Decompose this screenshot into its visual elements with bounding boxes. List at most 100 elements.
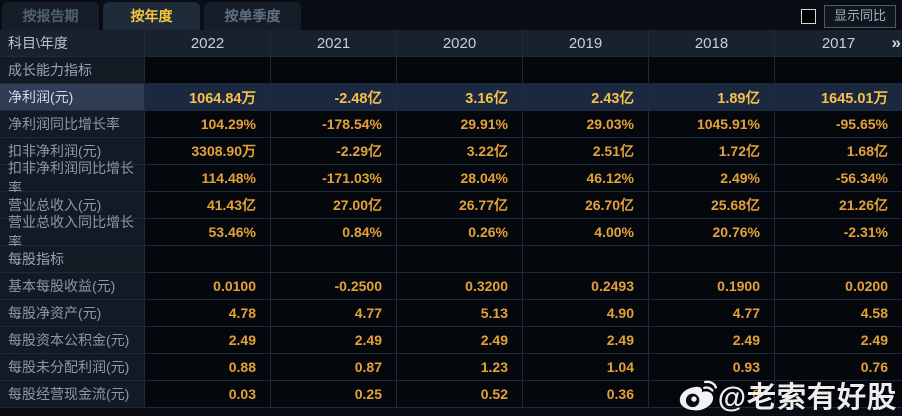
value-cell — [775, 381, 902, 407]
value-cell: 1.68亿 — [775, 138, 902, 164]
value-cell — [775, 57, 902, 83]
value-cell: 4.77 — [649, 300, 775, 326]
value-cell: 27.00亿 — [271, 192, 397, 218]
table-row[interactable]: 扣非净利润同比增长率 114.48% -171.03% 28.04% 46.12% 2.4… — [0, 160, 902, 196]
row-label: 扣非净利润同比增长率 — [0, 160, 145, 196]
value-cell — [775, 246, 902, 272]
value-cell: -2.48亿 — [271, 84, 397, 110]
value-cell: -56.34% — [775, 165, 902, 191]
year-header-2020: 2020 — [397, 30, 523, 56]
value-cell: 2.49 — [397, 327, 523, 353]
tab-1[interactable]: 按年度 — [103, 2, 200, 30]
year-header-2017: 2017» — [775, 30, 902, 56]
value-cell: 53.46% — [145, 219, 271, 245]
row-label: 营业总收入同比增长率 — [0, 214, 145, 250]
table-row[interactable]: 基本每股收益(元) 0.0100 -0.2500 0.3200 0.2493 0.1900… — [0, 273, 902, 300]
value-cell: 0.3200 — [397, 273, 523, 299]
value-cell: 0.36 — [523, 381, 649, 407]
value-cell: 29.03% — [523, 111, 649, 137]
value-cell: 5.13 — [397, 300, 523, 326]
value-cell: -178.54% — [271, 111, 397, 137]
value-cell: 21.26亿 — [775, 192, 902, 218]
value-cell — [649, 57, 775, 83]
value-cell: 1.23 — [397, 354, 523, 380]
value-cell: -0.2500 — [271, 273, 397, 299]
value-cell: -95.65% — [775, 111, 902, 137]
value-cell: 0.87 — [271, 354, 397, 380]
row-label: 净利润同比增长率 — [0, 111, 145, 137]
value-cell: 2.43亿 — [523, 84, 649, 110]
section-row: 成长能力指标 — [0, 57, 902, 84]
value-cell — [271, 57, 397, 83]
value-cell: 1645.01万 — [775, 84, 902, 110]
table-row[interactable]: 扣非净利润(元) 3308.90万 -2.29亿 3.22亿 2.51亿 1.72亿 1.6… — [0, 138, 902, 165]
section-row: 每股指标 — [0, 246, 902, 273]
topright-controls: 显示同比 — [800, 4, 896, 28]
row-label: 扣非净利润(元) — [0, 138, 145, 164]
value-cell: 25.68亿 — [649, 192, 775, 218]
value-cell: 26.77亿 — [397, 192, 523, 218]
year-header-2019: 2019 — [523, 30, 649, 56]
table-row[interactable]: 每股资本公积金(元) 2.49 2.49 2.49 2.49 2.49 2.49 — [0, 327, 902, 354]
value-cell: 2.51亿 — [523, 138, 649, 164]
value-cell: 0.93 — [649, 354, 775, 380]
period-tabbar: 按报告期 按年度 按单季度 — [0, 0, 902, 30]
value-cell: 3.16亿 — [397, 84, 523, 110]
value-cell: 2.49 — [523, 327, 649, 353]
year-header-2021: 2021 — [271, 30, 397, 56]
value-cell: 104.29% — [145, 111, 271, 137]
value-cell: 0.52 — [397, 381, 523, 407]
table-row[interactable]: 净利润(元) 1064.84万 -2.48亿 3.16亿 2.43亿 1.89亿 1645.… — [0, 84, 902, 111]
value-cell — [649, 246, 775, 272]
value-cell — [523, 246, 649, 272]
row-label: 每股指标 — [0, 246, 145, 272]
value-cell: 28.04% — [397, 165, 523, 191]
show-yoy-checkbox[interactable] — [800, 8, 816, 24]
value-cell: 1.72亿 — [649, 138, 775, 164]
tab-2[interactable]: 按单季度 — [204, 2, 301, 30]
value-cell: 2.49 — [775, 327, 902, 353]
table-row[interactable]: 每股经营现金流(元) 0.03 0.25 0.52 0.36 0 — [0, 381, 902, 408]
row-label: 基本每股收益(元) — [0, 273, 145, 299]
row-label: 营业总收入(元) — [0, 192, 145, 218]
value-cell: 0.03 — [145, 381, 271, 407]
value-cell: 3308.90万 — [145, 138, 271, 164]
table-row[interactable]: 营业总收入同比增长率 53.46% 0.84% 0.26% 4.00% 20.76% -2.… — [0, 214, 902, 250]
table-row[interactable]: 每股未分配利润(元) 0.88 0.87 1.23 1.04 0.93 0.76 — [0, 354, 902, 381]
value-cell — [145, 57, 271, 83]
value-cell: 20.76% — [649, 219, 775, 245]
value-cell: 0.1900 — [649, 273, 775, 299]
corner-header-cell: 科目\年度 — [0, 30, 145, 56]
value-cell — [397, 57, 523, 83]
tab-0[interactable]: 按报告期 — [2, 2, 99, 30]
value-cell: 0.2493 — [523, 273, 649, 299]
value-cell: 4.78 — [145, 300, 271, 326]
table-row[interactable]: 营业总收入(元) 41.43亿 27.00亿 26.77亿 26.70亿 25.68亿 21… — [0, 192, 902, 219]
value-cell: 2.49 — [145, 327, 271, 353]
table-row[interactable]: 净利润同比增长率 104.29% -178.54% 29.91% 29.03% 1045.… — [0, 111, 902, 138]
row-label: 每股净资产(元) — [0, 300, 145, 326]
value-cell: 1.04 — [523, 354, 649, 380]
year-header-2018: 2018 — [649, 30, 775, 56]
value-cell: 4.00% — [523, 219, 649, 245]
value-cell: 0.88 — [145, 354, 271, 380]
value-cell: 26.70亿 — [523, 192, 649, 218]
value-cell: 4.58 — [775, 300, 902, 326]
value-cell: 0 — [649, 381, 775, 407]
value-cell: 41.43亿 — [145, 192, 271, 218]
value-cell: 2.49% — [649, 165, 775, 191]
table-header-row: 科目\年度 2022 2021 2020 2019 2018 2017» — [0, 30, 902, 57]
row-label: 每股资本公积金(元) — [0, 327, 145, 353]
row-label: 每股未分配利润(元) — [0, 354, 145, 380]
value-cell: 29.91% — [397, 111, 523, 137]
value-cell: 2.49 — [271, 327, 397, 353]
show-yoy-label[interactable]: 显示同比 — [823, 4, 896, 28]
value-cell: 4.77 — [271, 300, 397, 326]
value-cell: 1.89亿 — [649, 84, 775, 110]
value-cell: 0.26% — [397, 219, 523, 245]
value-cell: 46.12% — [523, 165, 649, 191]
more-years-icon[interactable]: » — [891, 33, 902, 52]
value-cell: 0.0200 — [775, 273, 902, 299]
table-row[interactable]: 每股净资产(元) 4.78 4.77 5.13 4.90 4.77 4.58 — [0, 300, 902, 327]
value-cell: 1045.91% — [649, 111, 775, 137]
